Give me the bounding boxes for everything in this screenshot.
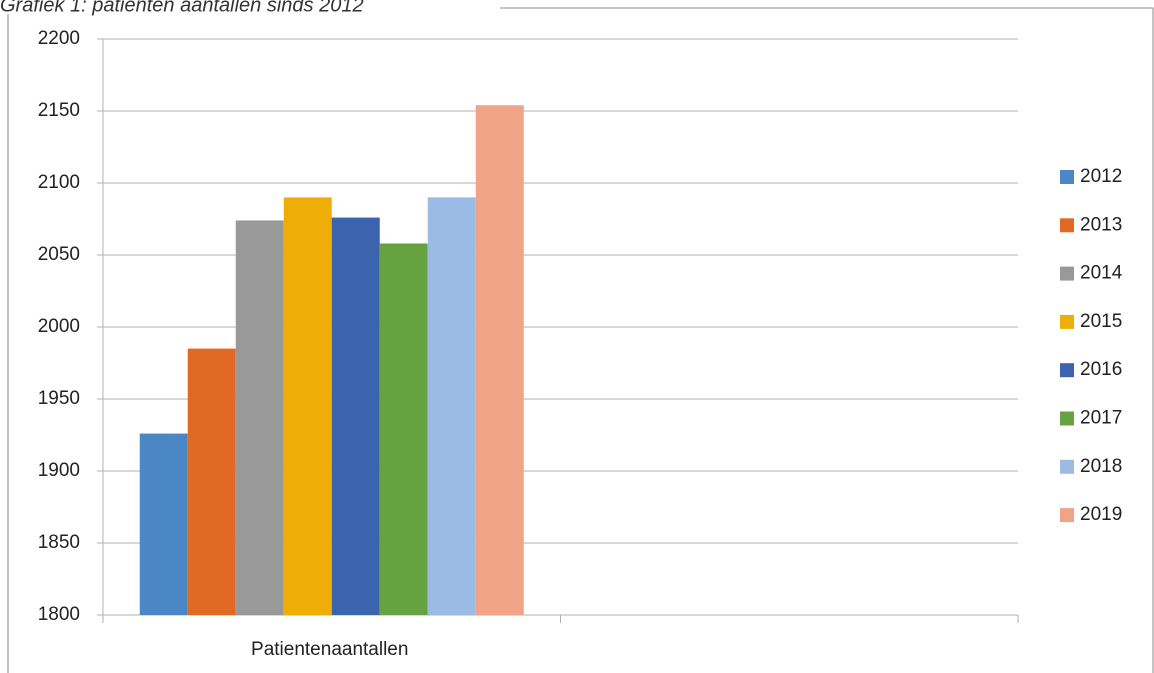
y-tick-label: 2150 xyxy=(38,100,80,121)
legend-swatch xyxy=(1060,314,1074,329)
legend-swatch xyxy=(1060,218,1074,233)
legend-label: 2019 xyxy=(1080,504,1122,525)
legend-swatch xyxy=(1060,411,1074,426)
chart-frame xyxy=(7,7,1154,673)
y-tick-label: 1800 xyxy=(38,604,80,625)
y-tick-label: 2000 xyxy=(38,316,80,337)
bar xyxy=(283,197,332,615)
bar xyxy=(139,433,188,615)
legend-label: 2014 xyxy=(1080,263,1123,284)
y-tick-label: 1900 xyxy=(38,460,80,481)
legend-swatch xyxy=(1060,508,1074,523)
legend-label: 2016 xyxy=(1080,359,1122,380)
bar xyxy=(331,217,380,615)
y-tick-label: 1850 xyxy=(38,532,80,553)
legend-swatch xyxy=(1060,363,1074,378)
y-tick-label: 2100 xyxy=(38,172,80,193)
y-tick-label: 2050 xyxy=(38,244,80,265)
bar xyxy=(235,220,284,615)
title-backdrop xyxy=(0,0,500,14)
legend-label: 2017 xyxy=(1080,408,1122,429)
legend-label: 2012 xyxy=(1080,166,1122,187)
legend-swatch xyxy=(1060,266,1074,281)
legend-label: 2015 xyxy=(1080,311,1122,332)
legend-swatch xyxy=(1060,459,1074,474)
bar xyxy=(379,243,428,616)
legend-label: 2013 xyxy=(1080,214,1122,235)
legend-swatch xyxy=(1060,170,1074,184)
y-tick-label: 1950 xyxy=(38,388,80,409)
legend-label: 2018 xyxy=(1080,456,1122,477)
bar xyxy=(187,348,236,615)
x-tick-label: Patientenaantallen xyxy=(251,639,408,660)
y-tick-label: 2200 xyxy=(38,28,80,49)
bar xyxy=(475,105,524,616)
chart-title: Grafiek 1: patiënten aantallen sinds 201… xyxy=(0,0,364,16)
bar xyxy=(427,197,476,615)
